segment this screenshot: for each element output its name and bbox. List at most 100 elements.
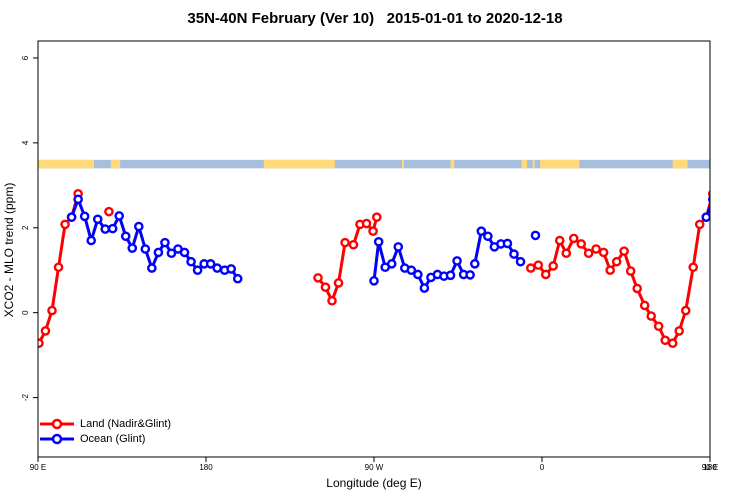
y-tick-label: 6	[21, 55, 30, 60]
x-tick-label: 90 W	[365, 463, 384, 472]
data-point	[419, 283, 430, 293]
data-point	[526, 263, 536, 273]
data-point	[625, 266, 636, 276]
data-point	[386, 259, 397, 269]
data-point	[60, 219, 70, 230]
data-point	[368, 226, 378, 236]
y-axis: -2 0 2 4 6	[21, 55, 38, 401]
data-point	[465, 270, 475, 280]
strip-land-segment	[672, 159, 688, 169]
legend-swatch-ocean	[40, 433, 74, 444]
data-point	[483, 231, 493, 242]
data-point	[561, 248, 572, 259]
data-point	[371, 212, 382, 222]
series-layer	[38, 189, 750, 349]
legend-item-land: Land (Nadir&Glint)	[40, 416, 171, 431]
data-point	[413, 269, 423, 280]
data-point	[530, 230, 541, 241]
data-point	[688, 262, 699, 273]
data-point	[127, 243, 138, 253]
y-tick-label: 0	[21, 310, 30, 315]
x-tick-label: 180	[199, 463, 213, 472]
data-point	[340, 237, 350, 248]
series-line	[704, 202, 710, 218]
data-point	[313, 273, 323, 283]
data-point	[114, 211, 124, 221]
data-point	[73, 194, 83, 205]
strip-land-segment	[532, 159, 535, 169]
data-point	[674, 326, 685, 336]
data-point	[133, 221, 144, 232]
data-point	[548, 261, 559, 271]
data-point	[611, 256, 622, 267]
data-point	[744, 225, 750, 232]
data-point	[348, 239, 359, 250]
data-point	[79, 211, 90, 222]
data-point	[680, 305, 691, 316]
data-point	[591, 244, 601, 254]
data-point	[166, 248, 177, 259]
data-point	[716, 213, 723, 220]
data-point	[160, 237, 170, 248]
data-point	[515, 256, 526, 267]
data-point	[226, 264, 236, 274]
y-tick-label: 4	[21, 140, 30, 145]
x-tick-label: 90 E	[30, 463, 46, 472]
x-axis-label: Longitude (deg E)	[326, 476, 422, 490]
strip-ocean	[38, 159, 710, 169]
data-point	[100, 224, 110, 234]
data-point	[605, 265, 615, 276]
data-point	[729, 216, 736, 223]
data-point	[736, 225, 743, 232]
data-point	[327, 295, 337, 306]
strip-land-segment	[110, 159, 121, 169]
strip-land-segment	[263, 159, 335, 169]
data-point	[92, 214, 103, 225]
data-point	[598, 247, 609, 258]
data-point	[333, 278, 344, 288]
series-ocean	[66, 194, 750, 293]
data-point	[40, 326, 51, 336]
data-point	[53, 262, 64, 273]
data-point	[232, 273, 243, 284]
y-tick-label: 2	[21, 225, 30, 230]
data-point	[667, 338, 678, 349]
data-point	[694, 219, 705, 230]
plot-frame	[37, 40, 711, 458]
data-point	[406, 265, 417, 276]
data-point	[320, 282, 331, 293]
data-point	[192, 265, 203, 276]
data-point	[107, 223, 118, 234]
data-point	[722, 237, 729, 244]
data-point	[212, 263, 222, 273]
data-point	[568, 233, 579, 244]
data-point	[632, 283, 643, 294]
data-point	[205, 259, 216, 269]
strip-land-segment	[521, 159, 528, 169]
data-point	[452, 256, 462, 266]
data-point	[653, 321, 664, 332]
legend-item-ocean: Ocean (Glint)	[40, 431, 171, 446]
data-point	[140, 244, 151, 254]
data-point	[740, 208, 747, 215]
strip-land-segment	[402, 159, 404, 169]
strip-land-segment	[38, 159, 94, 169]
data-point	[179, 247, 190, 258]
data-point	[469, 259, 480, 269]
data-point	[86, 235, 96, 246]
data-point	[186, 256, 196, 267]
legend: Land (Nadir&Glint) Ocean (Glint)	[40, 416, 171, 446]
x-tick-label: 0	[540, 463, 545, 472]
data-point	[509, 249, 519, 259]
data-point	[660, 335, 671, 346]
data-point	[445, 270, 456, 281]
series-line	[530, 198, 710, 345]
x-tick-label: 90 E	[702, 463, 718, 472]
legend-label-land: Land (Nadir&Glint)	[80, 417, 172, 430]
data-point	[393, 242, 404, 252]
land-ocean-strip	[38, 159, 710, 169]
chart-title: 35N-40N February (Ver 10) 2015-01-01 to …	[187, 10, 563, 27]
data-point	[120, 231, 131, 242]
